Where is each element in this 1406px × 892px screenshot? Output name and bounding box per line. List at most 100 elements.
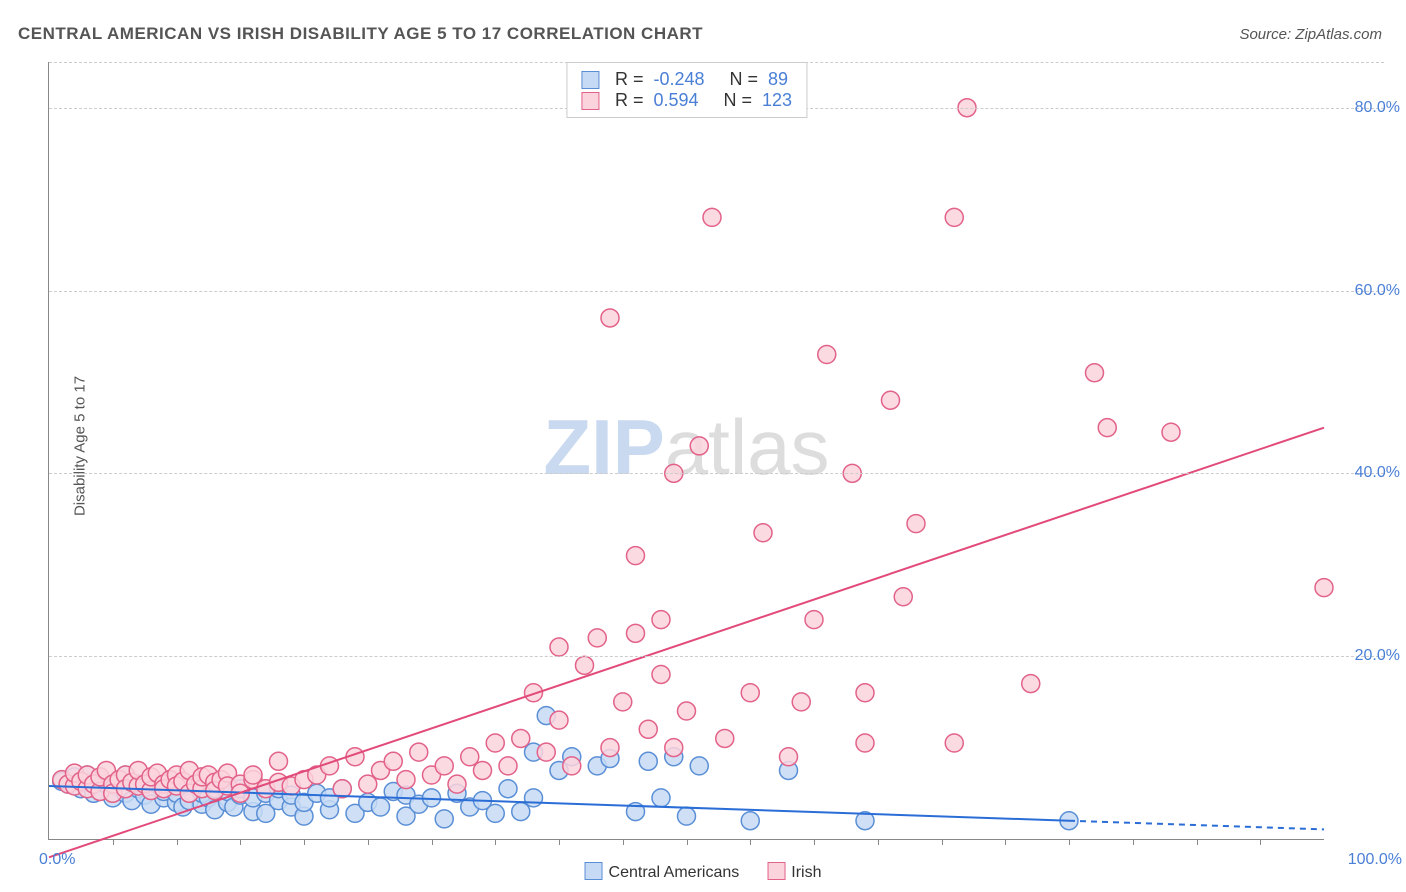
x-tick	[1069, 839, 1070, 845]
plot-area: ZIPatlas R = -0.248 N = 89 R = 0.594 N =…	[48, 62, 1324, 840]
legend-row: R = -0.248 N = 89	[581, 69, 792, 90]
data-point	[792, 693, 810, 711]
series-legend: Central Americans Irish	[585, 862, 822, 882]
x-tick	[623, 839, 624, 845]
data-point	[512, 803, 530, 821]
data-point	[499, 757, 517, 775]
x-tick	[113, 839, 114, 845]
r-value: 0.594	[653, 90, 698, 111]
data-point	[550, 711, 568, 729]
data-point	[652, 789, 670, 807]
data-point	[270, 752, 288, 770]
data-point	[372, 798, 390, 816]
data-point	[512, 729, 530, 747]
data-point	[690, 437, 708, 455]
x-tick	[432, 839, 433, 845]
data-point	[614, 693, 632, 711]
data-point	[627, 547, 645, 565]
data-point	[894, 588, 912, 606]
data-point	[780, 748, 798, 766]
data-point	[716, 729, 734, 747]
data-point	[563, 757, 581, 775]
data-point	[690, 757, 708, 775]
data-point	[1086, 364, 1104, 382]
data-point	[639, 752, 657, 770]
x-tick	[878, 839, 879, 845]
data-point	[703, 208, 721, 226]
data-point	[805, 611, 823, 629]
legend-item: Irish	[767, 862, 821, 882]
legend-swatch	[585, 862, 603, 880]
data-point	[525, 789, 543, 807]
x-tick	[1260, 839, 1261, 845]
x-tick	[750, 839, 751, 845]
data-point	[665, 739, 683, 757]
data-point	[741, 684, 759, 702]
x-tick	[368, 839, 369, 845]
gridline	[49, 291, 1384, 292]
data-point	[1162, 423, 1180, 441]
x-tick	[814, 839, 815, 845]
legend-item: Central Americans	[585, 862, 740, 882]
data-point	[601, 309, 619, 327]
gridline	[49, 656, 1384, 657]
data-point	[448, 775, 466, 793]
data-point	[856, 684, 874, 702]
data-point	[639, 720, 657, 738]
x-tick	[240, 839, 241, 845]
x-tick-label: 100.0%	[1348, 851, 1402, 869]
x-tick	[177, 839, 178, 845]
x-tick-label: 0.0%	[39, 851, 75, 869]
data-point	[818, 346, 836, 364]
data-point	[945, 734, 963, 752]
data-point	[384, 752, 402, 770]
data-point	[741, 812, 759, 830]
data-point	[410, 743, 428, 761]
data-point	[461, 748, 479, 766]
data-point	[474, 761, 492, 779]
legend-label: Central Americans	[609, 864, 740, 881]
data-point	[652, 665, 670, 683]
data-point	[537, 743, 555, 761]
gridline	[49, 473, 1384, 474]
data-point	[856, 734, 874, 752]
data-point	[486, 804, 504, 822]
data-point	[397, 771, 415, 789]
data-point	[1315, 579, 1333, 597]
y-tick-label: 60.0%	[1355, 282, 1400, 300]
data-point	[576, 656, 594, 674]
legend-swatch	[581, 71, 599, 89]
r-value: -0.248	[653, 69, 704, 90]
y-tick-label: 40.0%	[1355, 464, 1400, 482]
source-label: Source: ZipAtlas.com	[1239, 26, 1382, 43]
scatter-svg: ZIPatlas	[49, 62, 349, 212]
x-tick	[304, 839, 305, 845]
data-point	[588, 629, 606, 647]
x-tick	[495, 839, 496, 845]
legend-label: Irish	[791, 864, 821, 881]
data-point	[359, 775, 377, 793]
data-point	[435, 757, 453, 775]
data-point	[652, 611, 670, 629]
data-point	[435, 810, 453, 828]
x-tick	[1197, 839, 1198, 845]
correlation-legend: R = -0.248 N = 89 R = 0.594 N = 123	[566, 62, 807, 118]
data-point	[945, 208, 963, 226]
trend-line-dashed	[1069, 821, 1324, 830]
x-tick	[687, 839, 688, 845]
data-point	[907, 515, 925, 533]
n-value: 123	[762, 90, 792, 111]
data-point	[499, 780, 517, 798]
data-point	[627, 624, 645, 642]
data-point	[244, 766, 262, 784]
chart-title: CENTRAL AMERICAN VS IRISH DISABILITY AGE…	[18, 24, 703, 44]
legend-swatch	[581, 92, 599, 110]
data-point	[678, 807, 696, 825]
legend-row: R = 0.594 N = 123	[581, 90, 792, 111]
y-tick-label: 80.0%	[1355, 99, 1400, 117]
watermark: ZIPatlas	[543, 403, 829, 491]
y-tick-label: 20.0%	[1355, 647, 1400, 665]
data-point	[601, 739, 619, 757]
legend-swatch	[767, 862, 785, 880]
x-tick	[1133, 839, 1134, 845]
